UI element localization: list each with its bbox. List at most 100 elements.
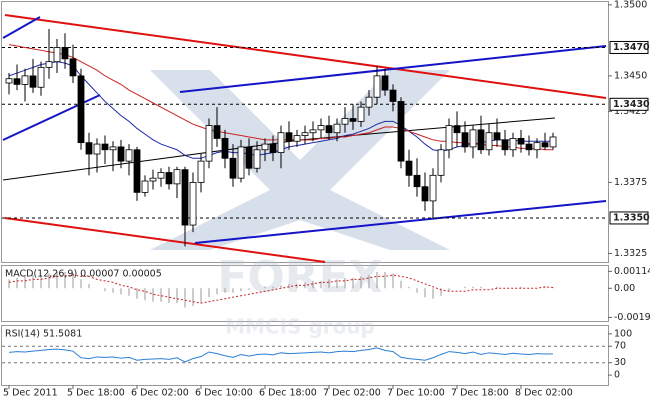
candle-body — [85, 142, 93, 155]
level-label: 1.3470 — [613, 42, 650, 53]
candle-body — [213, 125, 221, 139]
candle-body — [13, 78, 21, 85]
candle-body — [5, 78, 13, 84]
x-tick-label: 6 Dec 18:00 — [259, 388, 317, 399]
candle-body — [421, 186, 429, 202]
rsi-panel — [1, 325, 609, 386]
candle-body — [69, 58, 77, 77]
candle-body — [437, 149, 445, 176]
candle-body — [381, 75, 389, 91]
y-tick-label: 30 — [614, 357, 626, 368]
x-tick-label: 5 Dec 18:00 — [67, 388, 125, 399]
candle-body — [341, 118, 349, 125]
x-tick-label: 7 Dec 18:00 — [451, 388, 509, 399]
candle-body — [373, 75, 381, 98]
candle-body — [149, 177, 157, 182]
candle-body — [469, 129, 477, 148]
candle-body — [309, 129, 317, 134]
candle-body — [53, 47, 61, 63]
candle-body — [301, 132, 309, 136]
candle-body — [445, 125, 453, 151]
watermark-text: FOREX — [217, 252, 382, 303]
candle-body — [349, 118, 357, 122]
panel-title: RSI(14) 51.5081 — [5, 329, 82, 340]
candle-body — [133, 149, 141, 193]
watermark-logo — [150, 70, 450, 250]
candle-body — [325, 125, 333, 134]
y-tick-label: 0.00114 — [614, 266, 650, 277]
x-tick-label: 7 Dec 10:00 — [387, 388, 445, 399]
candle-body — [101, 143, 109, 151]
candle-body — [357, 106, 365, 122]
watermark: FOREX MMCIS group — [150, 70, 450, 339]
y-tick-label: 1.3450 — [614, 70, 647, 81]
candle-body — [453, 125, 461, 134]
y-tick-label: 100 — [614, 328, 632, 339]
candle-body — [37, 66, 45, 88]
candle-body — [61, 47, 69, 60]
level-label-box — [609, 40, 649, 54]
x-tick-label: 7 Dec 02:00 — [323, 388, 381, 399]
candle-body — [477, 129, 485, 151]
candle-body — [141, 180, 149, 193]
candle-body — [541, 142, 549, 148]
candle-body — [77, 75, 85, 144]
candle-body — [253, 149, 261, 169]
level-label-box — [609, 97, 649, 111]
candle-body — [461, 132, 469, 148]
x-tick-label: 5 Dec 2011 — [3, 388, 58, 399]
candle-body — [413, 174, 421, 188]
candle-body — [125, 149, 133, 162]
series-line — [8, 347, 554, 363]
series-line — [8, 274, 554, 304]
y-tick-label: 1.3375 — [614, 177, 647, 188]
x-tick-label: 6 Dec 10:00 — [195, 388, 253, 399]
candle-body — [117, 146, 125, 162]
candle-body — [365, 96, 373, 108]
candle-body — [181, 169, 189, 226]
candle-body — [189, 182, 197, 226]
candle-body — [533, 142, 541, 151]
panel-title: MACD(12,26,9) 0.00007 0.00005 — [5, 269, 162, 280]
candle-body — [397, 101, 405, 162]
level-label: 1.3430 — [613, 99, 650, 110]
candle-body — [405, 160, 413, 176]
resistance-line — [4, 14, 607, 99]
candle-body — [285, 132, 293, 142]
candle-body — [269, 143, 277, 154]
candle-body — [293, 135, 301, 142]
candle-body — [277, 132, 285, 154]
candle-body — [245, 146, 253, 169]
candle-body — [485, 132, 493, 151]
candle-body — [429, 174, 437, 202]
candle-body — [517, 137, 525, 145]
macd-panel — [1, 265, 609, 322]
candle-body — [493, 132, 501, 141]
watermark-subtext: MMCIS group — [225, 315, 375, 339]
candle-body — [173, 169, 181, 185]
candle-body — [205, 125, 213, 162]
y-tick-label: 1.3500 — [614, 0, 647, 10]
candle-body — [333, 123, 341, 134]
y-tick-label: -0.00196 — [614, 312, 650, 323]
candle-body — [109, 146, 117, 151]
y-tick-label: 70 — [614, 341, 626, 352]
candle-body — [21, 75, 29, 85]
candle-body — [221, 137, 229, 159]
channel-line — [194, 200, 607, 244]
candle-body — [237, 146, 245, 179]
candle-body — [525, 143, 533, 151]
candle-body — [229, 157, 237, 179]
x-tick-label: 6 Dec 02:00 — [131, 388, 189, 399]
candle-body — [389, 89, 397, 102]
candle-body — [317, 125, 325, 131]
candle-body — [29, 75, 37, 88]
y-tick-label: 0 — [614, 370, 620, 381]
candle-body — [261, 143, 269, 151]
candle-body — [509, 137, 517, 151]
candle-body — [549, 136, 557, 148]
channel-line — [2, 16, 41, 39]
y-tick-label: 1.3425 — [614, 106, 647, 117]
x-tick-label: 8 Dec 02:00 — [515, 388, 573, 399]
